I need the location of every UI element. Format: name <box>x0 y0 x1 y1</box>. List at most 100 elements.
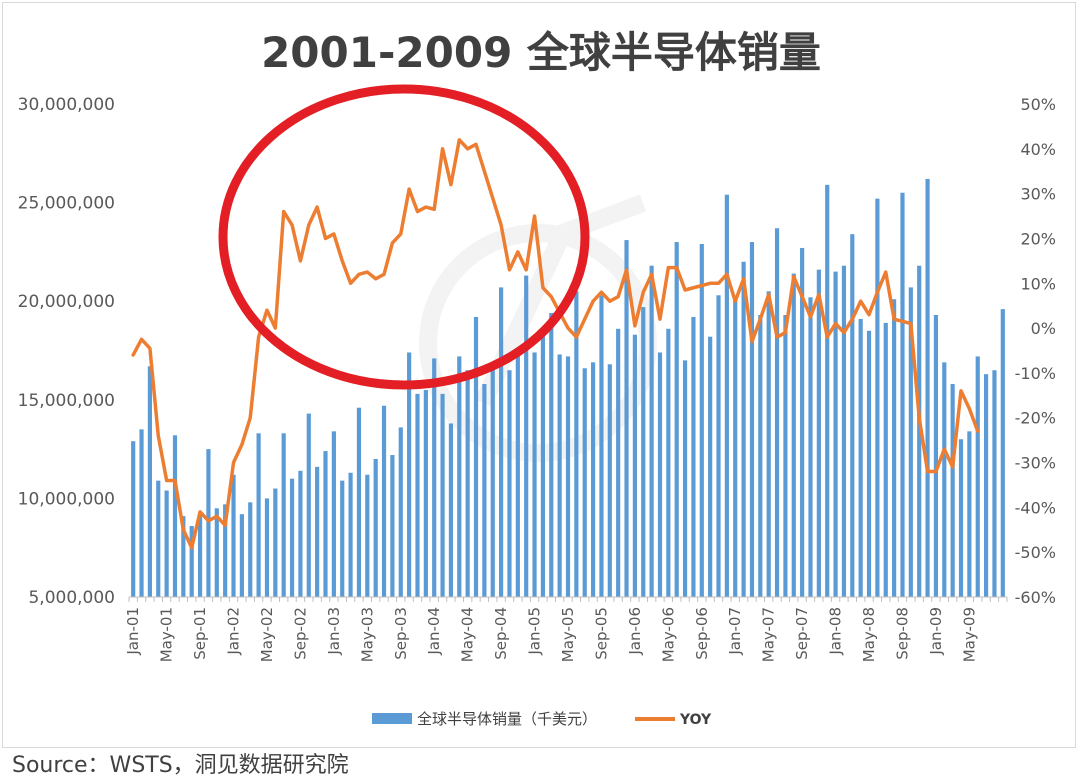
x-tick-label: May-06 <box>659 607 677 662</box>
bar <box>841 265 847 597</box>
source-caption: Source：WSTS，洞见数据研究院 <box>12 753 349 778</box>
x-tick-label: Sep-08 <box>893 607 911 660</box>
bar <box>248 502 253 597</box>
bar <box>657 352 663 597</box>
bar <box>398 427 403 597</box>
legend-swatch-bars <box>372 713 412 724</box>
bar <box>942 362 947 597</box>
x-tick-label: Sep-05 <box>592 607 610 660</box>
bar <box>716 295 721 597</box>
bar <box>900 192 905 598</box>
bar <box>206 449 211 597</box>
bar <box>415 393 420 597</box>
bar <box>749 242 755 598</box>
bar <box>156 480 161 597</box>
left-y-axis: 30,000,000 25,000,000 20,000,000 15,000,000… <box>18 95 115 608</box>
bar <box>298 470 303 597</box>
bar <box>465 370 470 597</box>
bar <box>682 360 688 597</box>
bar <box>557 354 562 597</box>
left-y-tick-label: 5,000,000 <box>28 588 115 608</box>
x-tick-label: Jan-06 <box>626 607 644 656</box>
x-tick-label: Jan-04 <box>425 607 443 656</box>
right-y-tick-label: -10% <box>1015 364 1056 383</box>
x-tick-label: May-04 <box>459 607 477 662</box>
bar <box>490 364 495 597</box>
bar <box>582 368 587 597</box>
bar <box>933 315 939 597</box>
x-tick-label: May-01 <box>158 607 176 662</box>
bar <box>699 244 704 597</box>
bar <box>607 364 612 597</box>
bar <box>549 313 554 597</box>
bar <box>139 429 144 597</box>
right-y-tick-label: -30% <box>1015 454 1056 473</box>
bar <box>473 316 479 597</box>
bar <box>381 405 387 597</box>
x-tick-label: May-09 <box>960 607 978 662</box>
right-y-tick-label: -60% <box>1015 588 1056 607</box>
x-tick-label: Jan-01 <box>124 607 142 656</box>
yoy-line <box>131 138 980 550</box>
annotation-group <box>218 84 590 390</box>
bar <box>231 474 236 597</box>
bar <box>1000 309 1005 597</box>
x-tick-label: Sep-04 <box>492 607 510 660</box>
bar <box>457 356 462 597</box>
right-y-tick-label: 10% <box>1020 274 1056 293</box>
bar <box>189 526 194 597</box>
bar <box>499 287 504 597</box>
bar <box>850 234 855 597</box>
bar <box>448 423 454 597</box>
bar <box>281 433 286 597</box>
bar <box>131 441 136 597</box>
bar <box>256 433 261 597</box>
bar <box>800 247 805 597</box>
x-tick-label: May-07 <box>760 607 778 662</box>
x-tick-label: May-08 <box>860 607 878 662</box>
x-tick-label: Sep-02 <box>291 607 309 660</box>
x-tick-label: Sep-01 <box>191 607 209 660</box>
left-y-tick-label: 30,000,000 <box>18 95 115 115</box>
chart-frame: 2001-2009 全球半导体销量 30,000,000 25,000,000 20… <box>2 2 1076 748</box>
x-tick-label: Sep-07 <box>793 607 811 660</box>
bar <box>883 322 888 597</box>
bar <box>407 352 412 597</box>
chart-title: 2001-2009 全球半导体销量 <box>261 28 821 77</box>
legend-label-line: YOY <box>679 712 712 728</box>
bar <box>574 291 579 597</box>
bar <box>825 184 830 597</box>
bar <box>733 299 738 597</box>
left-y-tick-label: 10,000,000 <box>18 489 115 509</box>
bar <box>649 265 654 597</box>
x-tick-label: Jan-05 <box>526 607 544 656</box>
bar <box>515 348 520 597</box>
left-y-tick-label: 15,000,000 <box>18 391 115 411</box>
bar <box>507 370 512 597</box>
x-tick-label: Jan-03 <box>325 607 343 656</box>
bar <box>599 295 604 597</box>
bar <box>632 334 637 597</box>
bar <box>365 474 370 597</box>
bar <box>984 374 989 597</box>
bar <box>958 439 964 597</box>
bar-series <box>131 178 1005 598</box>
bar <box>641 307 646 597</box>
bar <box>323 451 328 597</box>
bar <box>892 299 897 597</box>
bar <box>373 458 378 597</box>
bar <box>708 336 713 597</box>
x-tick-label: Jan-09 <box>927 607 945 656</box>
bar <box>925 178 930 597</box>
bar <box>741 261 746 597</box>
bar <box>967 431 972 597</box>
x-tick-label: Sep-03 <box>392 607 410 660</box>
bar <box>147 366 152 597</box>
bar <box>331 431 336 597</box>
x-tick-label: May-02 <box>258 607 276 662</box>
bar <box>264 498 270 597</box>
bar <box>774 228 780 598</box>
bar <box>866 330 872 597</box>
bar <box>565 356 571 597</box>
bar <box>816 269 821 597</box>
